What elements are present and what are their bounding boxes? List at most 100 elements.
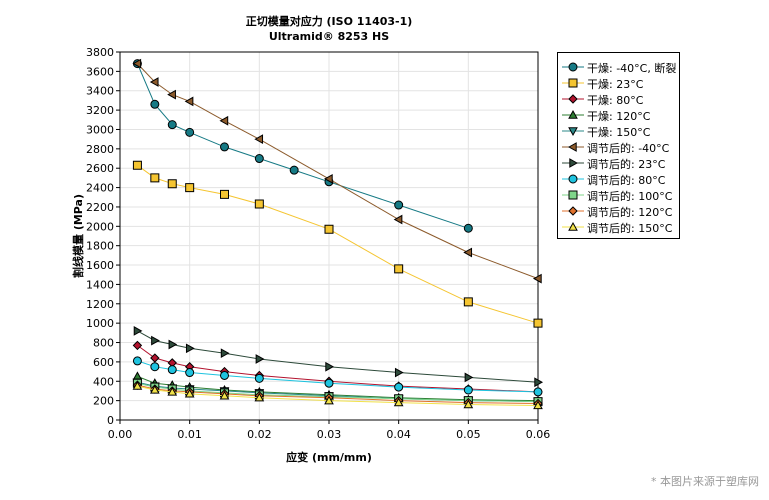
- data-point: [463, 297, 473, 307]
- y-tick-label: 1200: [86, 298, 114, 311]
- y-tick-label: 1000: [86, 317, 114, 330]
- y-axis-label: 割线模量 (MPa): [72, 193, 85, 279]
- data-point: [167, 179, 177, 189]
- data-point: [185, 183, 195, 193]
- data-point: [533, 400, 543, 410]
- legend-label: 调节后的: 80°C: [587, 174, 666, 187]
- legend-label: 干燥: 120°C: [587, 110, 651, 123]
- legend-marker: [568, 109, 578, 119]
- y-tick-label: 2800: [86, 143, 114, 156]
- series-line: [137, 63, 539, 280]
- data-point: [185, 343, 195, 354]
- series-line: [137, 385, 539, 406]
- legend-swatch: [562, 94, 584, 104]
- legend-label: 干燥: -40°C, 断裂: [587, 62, 677, 75]
- x-tick-label: 0.01: [177, 428, 202, 441]
- legend-item: 干燥: 150°C: [558, 123, 679, 139]
- data-point: [254, 373, 264, 383]
- data-point: [323, 174, 333, 184]
- series-8: [132, 356, 543, 397]
- plot-frame: [119, 51, 539, 421]
- legend-marker: [568, 174, 578, 184]
- y-tick-label: 3200: [86, 104, 114, 117]
- series-line: [137, 344, 539, 393]
- legend-swatch: [562, 127, 584, 137]
- data-point: [394, 382, 404, 392]
- data-point: [394, 200, 404, 210]
- data-point: [532, 273, 542, 284]
- series-line: [137, 360, 539, 393]
- data-point: [463, 385, 473, 395]
- legend-marker: [567, 142, 577, 152]
- data-point: [220, 189, 229, 199]
- y-tick-label: 800: [93, 337, 114, 350]
- data-point: [393, 397, 404, 407]
- legend-item: 调节后的: 150°C: [558, 219, 679, 235]
- legend-swatch: [562, 109, 584, 119]
- x-tick-label: 0.06: [526, 428, 551, 441]
- legend-item: 干燥: 23°C: [558, 75, 679, 91]
- x-tick-label: 0.03: [317, 428, 342, 441]
- data-point: [219, 390, 230, 400]
- data-point: [254, 199, 264, 209]
- data-point: [394, 264, 404, 274]
- legend-label: 调节后的: 23°C: [587, 158, 666, 171]
- legend-label: 干燥: 150°C: [587, 126, 651, 139]
- series-line: [137, 330, 539, 383]
- data-point: [133, 326, 143, 336]
- data-point: [393, 214, 403, 225]
- y-tick-label: 2400: [86, 182, 114, 195]
- y-tick-label: 200: [93, 395, 114, 408]
- data-point: [132, 160, 142, 170]
- legend-swatch: [562, 221, 584, 231]
- data-point: [185, 127, 195, 137]
- legend-swatch: [562, 78, 584, 88]
- series-line: [137, 164, 539, 324]
- legend-marker: [568, 62, 578, 72]
- series-2: [132, 160, 543, 328]
- legend-label: 调节后的: -40°C: [587, 142, 670, 155]
- data-point: [254, 154, 264, 164]
- data-point: [167, 386, 178, 396]
- legend-marker: [568, 206, 578, 216]
- data-point: [324, 224, 334, 234]
- data-point: [324, 378, 334, 388]
- chart-subtitle: Ultramid® 8253 HS: [268, 30, 390, 43]
- data-point: [464, 372, 474, 383]
- data-point: [168, 339, 178, 350]
- x-tick-label: 0.05: [456, 428, 481, 441]
- legend-label: 调节后的: 100°C: [587, 190, 673, 203]
- watermark-text: * 本图片来源于塑库网: [651, 475, 759, 488]
- data-point: [254, 134, 264, 145]
- data-point: [184, 388, 195, 398]
- data-point: [289, 165, 299, 175]
- data-point: [150, 99, 160, 109]
- data-point: [394, 367, 404, 378]
- legend-marker: [568, 78, 578, 88]
- data-point: [185, 368, 195, 378]
- y-tick-label: 1600: [86, 259, 114, 272]
- legend-label: 调节后的: 120°C: [587, 206, 673, 219]
- data-point: [167, 89, 176, 100]
- data-point: [184, 96, 194, 107]
- data-point: [220, 142, 229, 152]
- data-point: [150, 173, 160, 183]
- legend-item: 干燥: 80°C: [558, 91, 679, 107]
- legend-item: 调节后的: 80°C: [558, 171, 679, 187]
- legend-item: 干燥: -40°C, 断裂: [558, 59, 679, 75]
- y-tick-label: 1800: [86, 240, 114, 253]
- chart-legend: 干燥: -40°C, 断裂 干燥: 23°C 干燥: 80°C 干燥: 120°C 干燥…: [557, 52, 680, 239]
- y-tick-label: 3800: [86, 46, 114, 59]
- y-tick-label: 0: [107, 414, 114, 427]
- series-line: [137, 375, 539, 402]
- data-point: [325, 361, 335, 372]
- series-11: [132, 381, 543, 410]
- data-point: [219, 115, 229, 126]
- series-line: [136, 63, 469, 229]
- data-point: [150, 362, 160, 372]
- data-point: [149, 77, 159, 87]
- data-point: [149, 384, 160, 394]
- data-point: [220, 370, 229, 380]
- data-point: [254, 392, 265, 402]
- legend-marker: [568, 190, 578, 200]
